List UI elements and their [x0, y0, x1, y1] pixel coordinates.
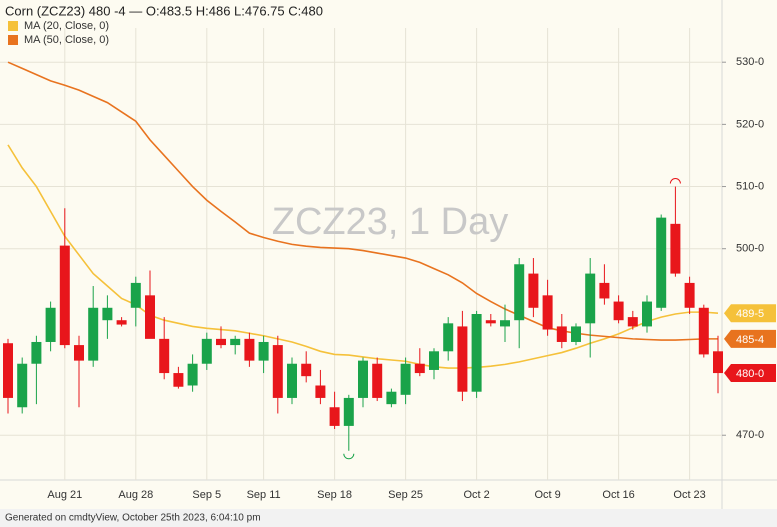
x-tick-label: Oct 16 [602, 489, 634, 501]
candle-body [45, 307, 56, 342]
candle-body [642, 301, 652, 327]
legend-swatch [8, 35, 18, 45]
y-tick-label: 520-0 [736, 118, 764, 130]
price-badge-label: 480-0 [736, 368, 764, 380]
candle-body [230, 338, 241, 346]
legend-label: MA (20, Close, 0) [24, 20, 109, 32]
candle-body [500, 320, 510, 327]
candle-body [102, 307, 113, 321]
y-tick-label: 500-0 [736, 243, 764, 255]
candle-body [684, 282, 695, 308]
candle-body [159, 338, 170, 374]
x-tick-label: Oct 9 [534, 489, 560, 501]
candle-body [145, 295, 155, 339]
price-badge-label: 489-5 [736, 308, 764, 320]
candle-body [571, 326, 581, 342]
candle-body [173, 373, 184, 387]
candle-body [74, 345, 84, 361]
candle-body [599, 282, 610, 299]
candle-body [400, 363, 411, 395]
high-marker [669, 178, 681, 184]
candle-body [88, 307, 99, 361]
y-tick-label: 510-0 [736, 180, 764, 192]
candle-body [315, 385, 326, 398]
candle-body [656, 217, 667, 308]
watermark: ZCZ23, 1 Day [272, 201, 509, 243]
candle-body [130, 282, 141, 308]
candle-body [372, 363, 383, 398]
ma-line [7, 144, 719, 369]
candle-body [386, 391, 397, 405]
x-tick-label: Oct 23 [673, 489, 705, 501]
candle-body [343, 397, 354, 426]
candle-body [216, 338, 226, 346]
x-tick-label: Aug 28 [118, 489, 153, 501]
legend-swatch [8, 21, 18, 31]
price-badge-label: 485-4 [736, 334, 764, 346]
candle-body [443, 323, 454, 352]
candle-body [358, 360, 368, 398]
candle-body [59, 245, 70, 346]
candle-body [244, 338, 255, 361]
x-tick-label: Sep 11 [247, 489, 281, 501]
x-tick-label: Sep 25 [388, 489, 423, 501]
price-badge [724, 329, 776, 348]
candle-body [457, 326, 468, 392]
candle-body [201, 338, 212, 364]
x-tick-label: Aug 21 [47, 489, 82, 501]
candle-body [429, 351, 439, 370]
candle-body [329, 407, 340, 426]
candle-body [514, 264, 525, 321]
chart-title: Corn (ZCZ23) 480 -4 — O:483.5 H:486 L:47… [5, 3, 323, 18]
x-tick-label: Sep 18 [317, 489, 352, 501]
candle-body [187, 363, 198, 386]
candle-body [414, 363, 425, 374]
candle-body [287, 363, 297, 398]
candle-body [17, 363, 28, 408]
low-marker [343, 453, 355, 460]
candle-body [585, 273, 596, 324]
candle-body [613, 301, 624, 321]
price-badge [724, 364, 776, 383]
candle-body [713, 351, 723, 374]
candle-body [528, 273, 539, 308]
candle-body [485, 320, 496, 324]
candle-body [627, 317, 638, 327]
candle-body [3, 343, 13, 398]
candle-body [670, 223, 681, 274]
legend-label: MA (50, Close, 0) [24, 34, 109, 46]
footer-bar [0, 509, 777, 527]
price-badge [724, 304, 776, 323]
candle-body [542, 295, 553, 330]
candle-body [471, 313, 482, 392]
candle-body [116, 320, 127, 325]
x-tick-label: Oct 2 [463, 489, 489, 501]
candle-body [556, 326, 567, 342]
candle-body [272, 345, 283, 398]
candle-body [698, 307, 709, 355]
y-tick-label: 530-0 [736, 56, 764, 68]
candle-body [258, 341, 269, 361]
footer: Generated on cmdtyView, October 25th 202… [5, 513, 261, 524]
ma-line [7, 61, 718, 341]
candle-body [31, 341, 42, 364]
x-tick-label: Sep 5 [192, 489, 221, 501]
candle-body [301, 363, 312, 377]
y-tick-label: 470-0 [736, 429, 764, 441]
